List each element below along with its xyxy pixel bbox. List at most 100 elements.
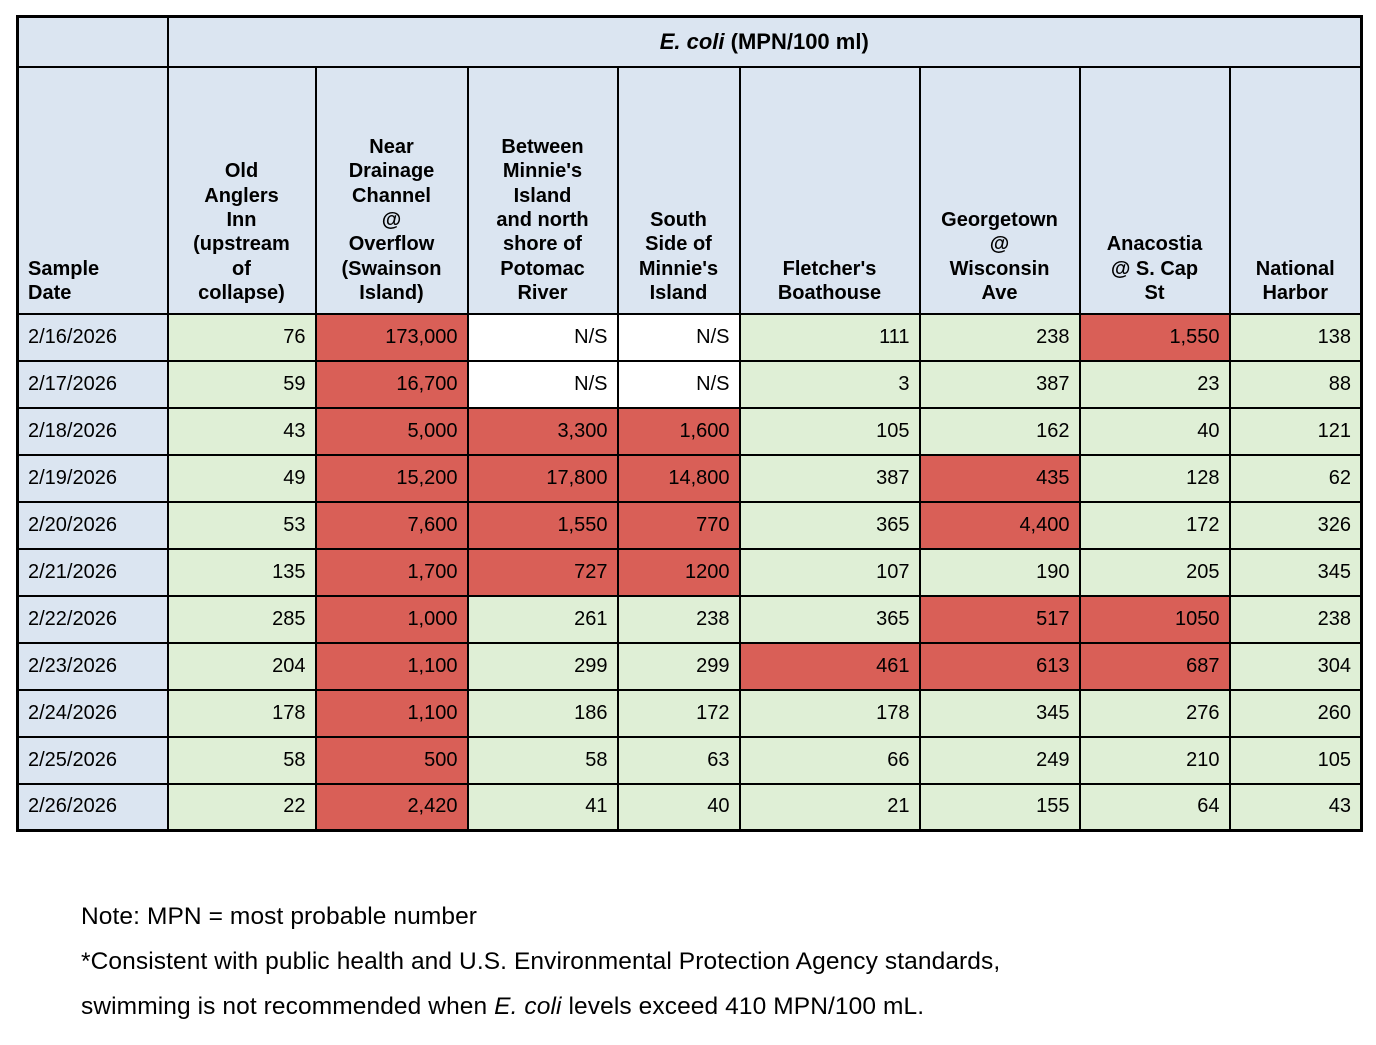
- table-row: 2/20/2026 53 7,600 1,550 770 365 4,400 172 326: [16, 500, 1363, 550]
- value-cell: 1050: [1078, 594, 1231, 644]
- value-cell: 107: [738, 547, 921, 597]
- value-cell: 365: [738, 594, 921, 644]
- value-cell: 500: [314, 735, 469, 785]
- value-cell: 3,300: [466, 406, 619, 456]
- table-row: 2/25/2026 58 500 58 63 66 249 210 105: [16, 735, 1363, 785]
- value-cell: 1,600: [616, 406, 741, 456]
- date-cell: 2/18/2026: [16, 406, 169, 456]
- value-cell: 17,800: [466, 453, 619, 503]
- value-cell: 63: [616, 735, 741, 785]
- value-cell: 105: [1228, 735, 1363, 785]
- value-cell: 7,600: [314, 500, 469, 550]
- value-cell: 15,200: [314, 453, 469, 503]
- table-title: E. coli (MPN/100 ml): [166, 15, 1363, 68]
- value-cell: 88: [1228, 359, 1363, 409]
- value-cell: 172: [1078, 500, 1231, 550]
- value-cell: 178: [738, 688, 921, 738]
- value-cell: 21: [738, 782, 921, 832]
- table-row: 2/24/2026 178 1,100 186 172 178 345 276 260: [16, 688, 1363, 738]
- value-cell: 4,400: [918, 500, 1081, 550]
- footnote-line-3: swimming is not recommended when E. coli…: [81, 984, 1376, 1029]
- ecoli-results-table: E. coli (MPN/100 ml) Sample Date Old Angl…: [16, 15, 1363, 832]
- value-cell: 76: [166, 312, 317, 362]
- value-cell: 299: [616, 641, 741, 691]
- value-cell: 59: [166, 359, 317, 409]
- value-cell: 1200: [616, 547, 741, 597]
- value-cell: 1,700: [314, 547, 469, 597]
- date-cell: 2/20/2026: [16, 500, 169, 550]
- footnote-line-3-post: levels exceed 410 MPN/100 mL.: [561, 993, 925, 1020]
- table-row: 2/22/2026 285 1,000 261 238 365 517 1050 238: [16, 594, 1363, 644]
- header-sample-date: Sample Date: [16, 65, 169, 315]
- value-cell: 53: [166, 500, 317, 550]
- value-cell: N/S: [616, 359, 741, 409]
- value-cell: 58: [166, 735, 317, 785]
- date-cell: 2/22/2026: [16, 594, 169, 644]
- value-cell: 238: [616, 594, 741, 644]
- value-cell: N/S: [616, 312, 741, 362]
- value-cell: 173,000: [314, 312, 469, 362]
- date-cell: 2/26/2026: [16, 782, 169, 832]
- value-cell: N/S: [466, 359, 619, 409]
- table-title-rest: (MPN/100 ml): [724, 28, 869, 54]
- date-cell: 2/24/2026: [16, 688, 169, 738]
- value-cell: 162: [918, 406, 1081, 456]
- value-cell: 770: [616, 500, 741, 550]
- value-cell: 121: [1228, 406, 1363, 456]
- value-cell: 186: [466, 688, 619, 738]
- table-row: 2/17/2026 59 16,700 N/S N/S 3 387 23 88: [16, 359, 1363, 409]
- column-header-row: Sample Date Old Anglers Inn (upstream of …: [16, 65, 1363, 315]
- value-cell: 345: [918, 688, 1081, 738]
- table-row: 2/19/2026 49 15,200 17,800 14,800 387 435 128 62: [16, 453, 1363, 503]
- value-cell: 238: [918, 312, 1081, 362]
- table-row: 2/18/2026 43 5,000 3,300 1,600 105 162 40 121: [16, 406, 1363, 456]
- value-cell: 178: [166, 688, 317, 738]
- table-row: 2/23/2026 204 1,100 299 299 461 613 687 304: [16, 641, 1363, 691]
- date-cell: 2/25/2026: [16, 735, 169, 785]
- value-cell: 190: [918, 547, 1081, 597]
- header-site-1: Old Anglers Inn (upstream of collapse): [166, 65, 317, 315]
- value-cell: 299: [466, 641, 619, 691]
- table-title-row: E. coli (MPN/100 ml): [16, 15, 1363, 68]
- value-cell: 155: [918, 782, 1081, 832]
- value-cell: 345: [1228, 547, 1363, 597]
- value-cell: 727: [466, 547, 619, 597]
- footnote-line-2: *Consistent with public health and U.S. …: [81, 948, 1001, 975]
- value-cell: 238: [1228, 594, 1363, 644]
- value-cell: 461: [738, 641, 921, 691]
- header-site-6: Georgetown @ Wisconsin Ave: [918, 65, 1081, 315]
- table-title-italic: E. coli: [659, 28, 725, 54]
- header-site-2: Near Drainage Channel @ Overflow (Swains…: [314, 65, 469, 315]
- value-cell: 1,100: [314, 688, 469, 738]
- value-cell: 687: [1078, 641, 1231, 691]
- value-cell: 135: [166, 547, 317, 597]
- value-cell: 40: [1078, 406, 1231, 456]
- header-site-3: Between Minnie's Island and north shore …: [466, 65, 619, 315]
- value-cell: 105: [738, 406, 921, 456]
- value-cell: 138: [1228, 312, 1363, 362]
- value-cell: 66: [738, 735, 921, 785]
- value-cell: 249: [918, 735, 1081, 785]
- value-cell: 387: [918, 359, 1081, 409]
- footnote-line-3-italic: E. coli: [494, 993, 562, 1020]
- value-cell: 111: [738, 312, 921, 362]
- value-cell: 23: [1078, 359, 1231, 409]
- footnote-line-1: Note: MPN = most probable number: [81, 903, 478, 930]
- header-site-7: Anacostia @ S. Cap St: [1078, 65, 1231, 315]
- value-cell: 22: [166, 782, 317, 832]
- value-cell: 517: [918, 594, 1081, 644]
- value-cell: 210: [1078, 735, 1231, 785]
- value-cell: 1,550: [1078, 312, 1231, 362]
- value-cell: 204: [166, 641, 317, 691]
- value-cell: 2,420: [314, 782, 469, 832]
- table-row: 2/16/2026 76 173,000 N/S N/S 111 238 1,550 138: [16, 312, 1363, 362]
- date-cell: 2/23/2026: [16, 641, 169, 691]
- value-cell: 304: [1228, 641, 1363, 691]
- date-cell: 2/21/2026: [16, 547, 169, 597]
- value-cell: 387: [738, 453, 921, 503]
- value-cell: 205: [1078, 547, 1231, 597]
- value-cell: 41: [466, 782, 619, 832]
- value-cell: 40: [616, 782, 741, 832]
- value-cell: 326: [1228, 500, 1363, 550]
- footnote-block: Note: MPN = most probable number *Consis…: [81, 894, 1376, 1029]
